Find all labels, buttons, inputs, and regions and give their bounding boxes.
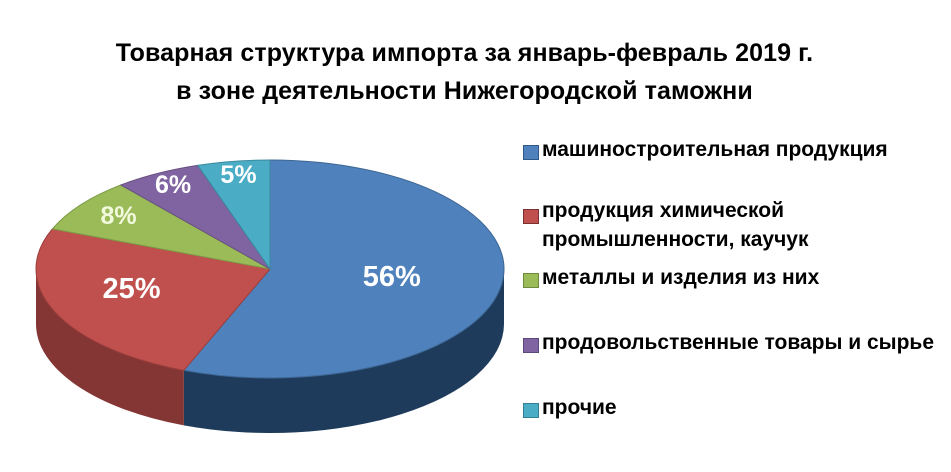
svg-text:56%: 56% (363, 261, 421, 293)
svg-text:5%: 5% (220, 161, 256, 189)
svg-text:25%: 25% (102, 273, 160, 305)
svg-text:6%: 6% (155, 171, 191, 199)
svg-text:8%: 8% (101, 202, 137, 230)
